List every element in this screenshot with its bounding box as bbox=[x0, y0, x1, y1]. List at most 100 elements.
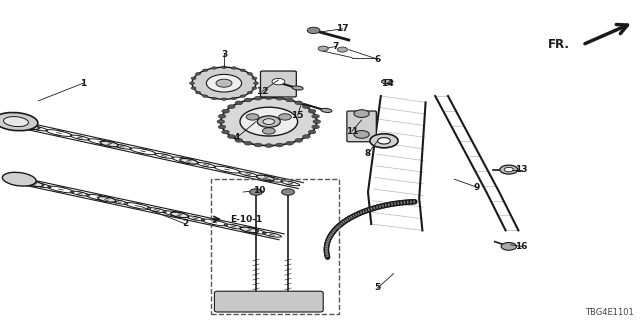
Circle shape bbox=[312, 114, 319, 118]
Text: 11: 11 bbox=[346, 127, 358, 136]
Ellipse shape bbox=[180, 158, 198, 164]
FancyBboxPatch shape bbox=[260, 71, 296, 97]
Text: 14: 14 bbox=[381, 79, 394, 88]
Ellipse shape bbox=[170, 212, 188, 218]
Circle shape bbox=[265, 96, 273, 100]
Ellipse shape bbox=[3, 172, 36, 186]
Circle shape bbox=[318, 46, 328, 51]
Text: 8: 8 bbox=[365, 149, 371, 158]
Circle shape bbox=[246, 114, 259, 120]
Circle shape bbox=[231, 67, 236, 69]
Circle shape bbox=[250, 189, 262, 195]
Circle shape bbox=[265, 144, 273, 148]
Text: FR.: FR. bbox=[548, 38, 570, 51]
Circle shape bbox=[227, 105, 235, 108]
Circle shape bbox=[308, 109, 316, 113]
Circle shape bbox=[206, 74, 242, 92]
Circle shape bbox=[272, 78, 285, 85]
Circle shape bbox=[203, 95, 208, 97]
Text: 1: 1 bbox=[80, 79, 86, 88]
Circle shape bbox=[278, 114, 291, 120]
Circle shape bbox=[216, 79, 232, 87]
Text: 13: 13 bbox=[515, 165, 528, 174]
Circle shape bbox=[254, 143, 262, 147]
Circle shape bbox=[354, 110, 369, 117]
Circle shape bbox=[221, 66, 227, 68]
Circle shape bbox=[337, 47, 348, 52]
Circle shape bbox=[370, 134, 398, 148]
Circle shape bbox=[217, 120, 225, 124]
Circle shape bbox=[221, 98, 317, 146]
Circle shape bbox=[262, 128, 275, 134]
Circle shape bbox=[307, 27, 320, 34]
Bar bbox=[211, 179, 339, 314]
Circle shape bbox=[295, 101, 303, 105]
Circle shape bbox=[308, 130, 316, 134]
Text: 4: 4 bbox=[234, 133, 240, 142]
Circle shape bbox=[192, 67, 256, 99]
Circle shape bbox=[247, 73, 252, 75]
Circle shape bbox=[286, 141, 294, 145]
Circle shape bbox=[196, 91, 201, 94]
Text: 5: 5 bbox=[374, 284, 381, 292]
Circle shape bbox=[354, 131, 369, 138]
Circle shape bbox=[212, 97, 217, 100]
Circle shape bbox=[253, 82, 259, 84]
Ellipse shape bbox=[100, 141, 118, 147]
Ellipse shape bbox=[4, 116, 28, 127]
Text: 10: 10 bbox=[253, 186, 266, 195]
Text: 15: 15 bbox=[291, 111, 304, 120]
Ellipse shape bbox=[381, 79, 393, 84]
Circle shape bbox=[276, 143, 284, 147]
Circle shape bbox=[227, 135, 235, 139]
Ellipse shape bbox=[321, 108, 332, 112]
Ellipse shape bbox=[98, 196, 116, 202]
Circle shape bbox=[501, 243, 516, 250]
FancyBboxPatch shape bbox=[347, 111, 376, 142]
Circle shape bbox=[276, 96, 284, 100]
Ellipse shape bbox=[292, 86, 303, 90]
Circle shape bbox=[286, 98, 294, 102]
Text: 16: 16 bbox=[515, 242, 528, 251]
Circle shape bbox=[218, 114, 226, 118]
Circle shape bbox=[252, 77, 257, 80]
Circle shape bbox=[504, 167, 513, 172]
Circle shape bbox=[231, 97, 236, 100]
Circle shape bbox=[240, 107, 298, 136]
Text: TBG4E1101: TBG4E1101 bbox=[585, 308, 634, 317]
Circle shape bbox=[244, 98, 252, 102]
Circle shape bbox=[378, 138, 390, 144]
Text: 2: 2 bbox=[182, 220, 189, 228]
Text: 7: 7 bbox=[333, 42, 339, 51]
Text: 3: 3 bbox=[221, 50, 227, 59]
Circle shape bbox=[303, 135, 310, 139]
Text: 9: 9 bbox=[474, 183, 480, 192]
Circle shape bbox=[221, 98, 227, 100]
FancyBboxPatch shape bbox=[214, 291, 323, 312]
Text: E-10-1: E-10-1 bbox=[230, 215, 262, 224]
Circle shape bbox=[221, 109, 229, 113]
Circle shape bbox=[312, 125, 319, 129]
Circle shape bbox=[295, 139, 303, 142]
Circle shape bbox=[196, 73, 201, 75]
Circle shape bbox=[189, 82, 195, 84]
Circle shape bbox=[263, 119, 275, 124]
Ellipse shape bbox=[26, 181, 44, 187]
Circle shape bbox=[191, 77, 196, 80]
Text: 6: 6 bbox=[374, 55, 381, 64]
Circle shape bbox=[203, 69, 208, 72]
Circle shape bbox=[257, 116, 280, 127]
Circle shape bbox=[235, 101, 243, 105]
Circle shape bbox=[240, 69, 245, 72]
Circle shape bbox=[252, 87, 257, 89]
Circle shape bbox=[282, 189, 294, 195]
Circle shape bbox=[218, 125, 226, 129]
Text: 17: 17 bbox=[336, 24, 349, 33]
Ellipse shape bbox=[21, 124, 39, 130]
Circle shape bbox=[212, 67, 217, 69]
Circle shape bbox=[191, 87, 196, 89]
Ellipse shape bbox=[241, 227, 259, 233]
Circle shape bbox=[500, 165, 518, 174]
Circle shape bbox=[303, 105, 310, 108]
Text: 12: 12 bbox=[256, 87, 269, 96]
